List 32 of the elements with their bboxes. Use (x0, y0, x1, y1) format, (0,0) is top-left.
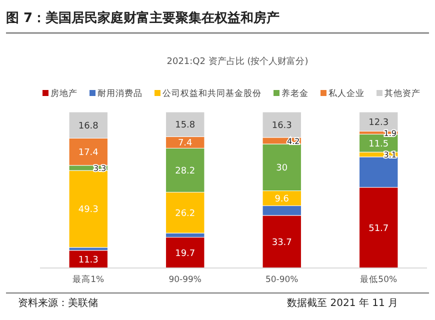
data-label: 12.3 (368, 118, 389, 128)
data-label: 49.3 (78, 205, 98, 216)
data-label: 9.6 (274, 194, 290, 204)
data-label: 16.3 (272, 120, 292, 131)
x-tick-label: 最高1% (72, 274, 104, 285)
legend-label: 耐用消费品 (98, 88, 142, 99)
x-tick-label: 50-90% (265, 275, 298, 285)
data-label: 7.4 (178, 138, 193, 149)
data-label: 19.7 (175, 248, 196, 259)
data-label: 28.2 (175, 166, 196, 176)
bar (359, 112, 398, 132)
data-label: 17.4 (78, 148, 99, 158)
text: 资料来源：美联储 (18, 297, 98, 309)
legend-label: 私人企业 (328, 88, 364, 99)
legend-label: 养老金 (282, 88, 308, 99)
data-label: 15.8 (175, 120, 196, 131)
data-label: 16.8 (78, 121, 99, 132)
chart-title: 图 7：美国居民家庭财富主要聚集在权益和房产 (6, 10, 280, 26)
legend-label: 其他资产 (384, 88, 420, 99)
bar (166, 237, 205, 268)
data-label: 51.7 (368, 224, 389, 234)
x-tick-label: 最低50% (360, 274, 398, 285)
data-label: 33.7 (272, 238, 292, 248)
x-tick-label: 90-99% (168, 275, 202, 285)
data-label: 11.3 (78, 255, 98, 266)
chart-subtitle: 2021:Q2 资产占比 (按个人财富分) (166, 56, 308, 67)
data-label: 26.2 (175, 208, 196, 219)
data-label: 30 (276, 164, 288, 174)
legend-label: 公司权益和共同基金股份 (162, 88, 262, 99)
legend-label: 房地产 (50, 88, 78, 99)
data-label: 11.5 (368, 139, 389, 150)
text: 数据截至 2021 年 11 月 (287, 297, 398, 309)
